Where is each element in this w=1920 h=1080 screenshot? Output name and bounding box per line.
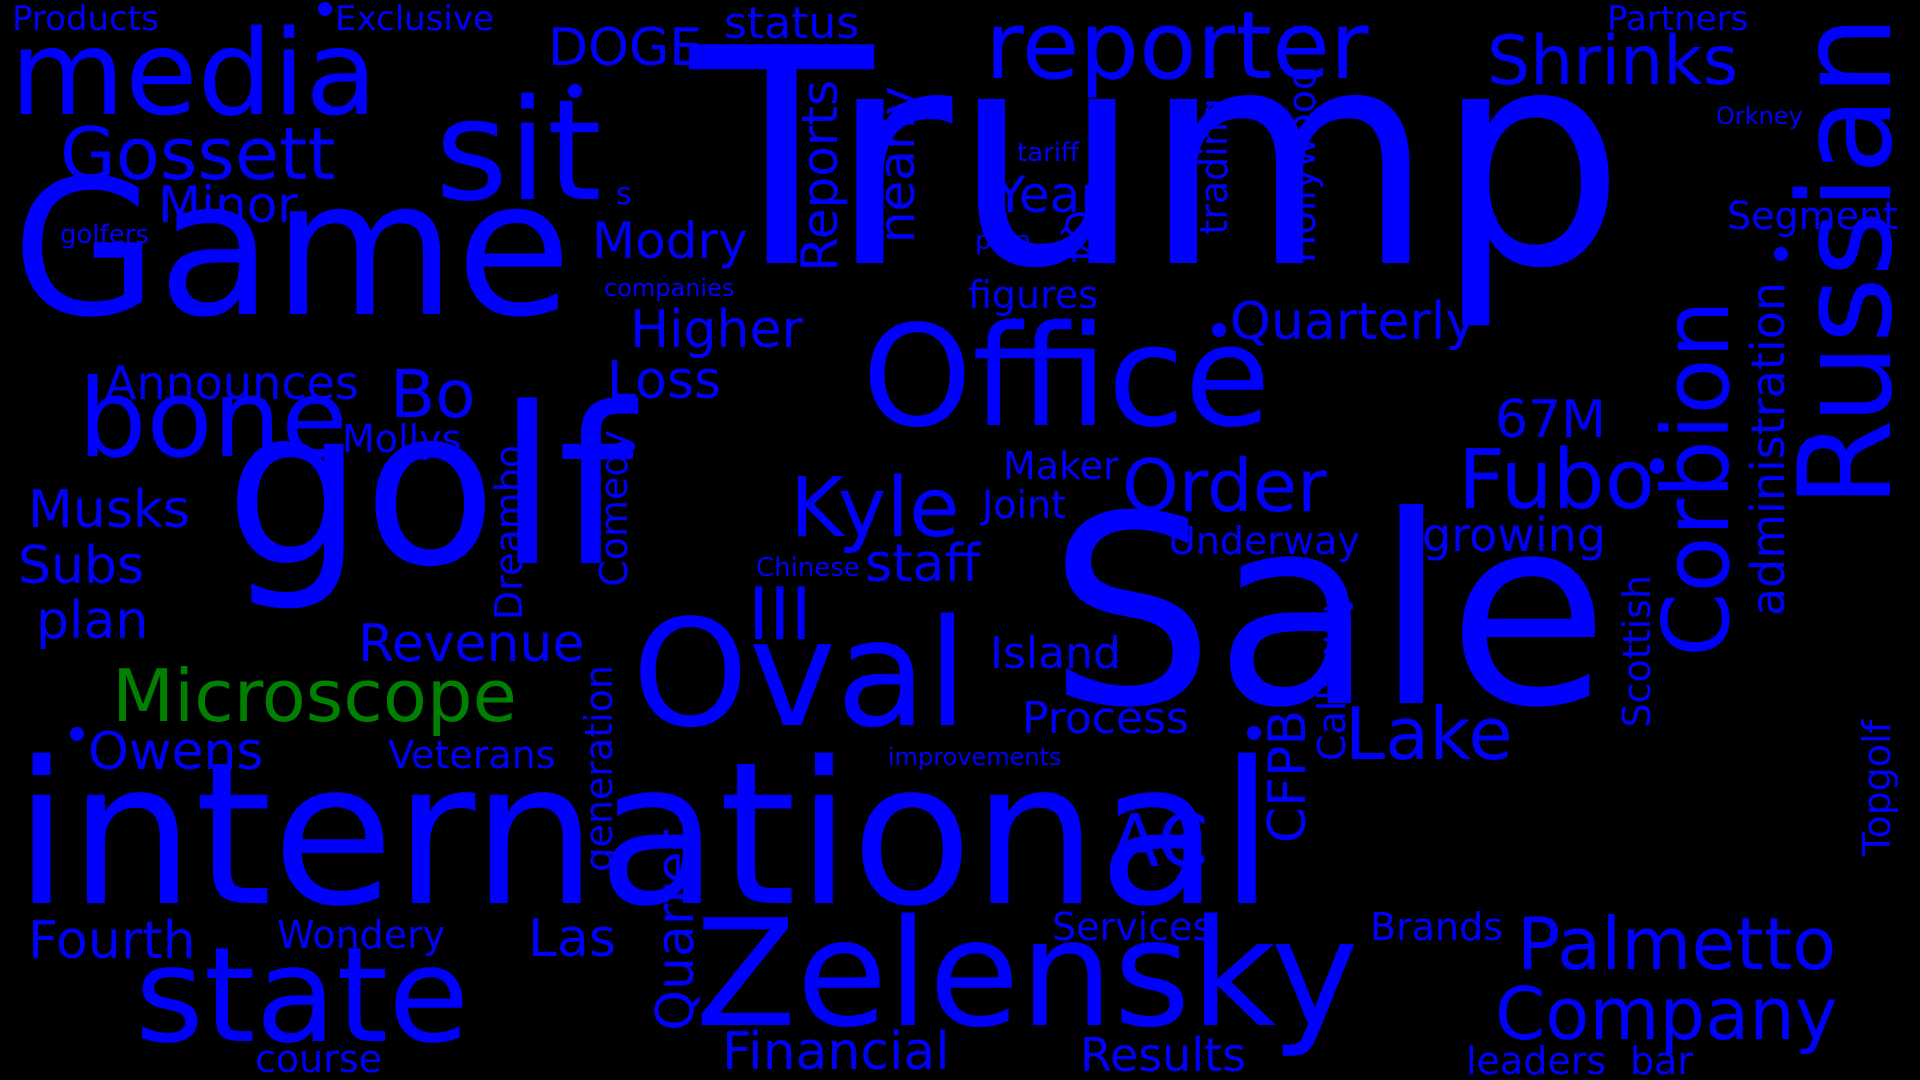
word-year: Year — [995, 166, 1101, 224]
word-ac: AC — [1110, 799, 1209, 883]
word-maker: Maker — [1003, 444, 1119, 488]
word-figures: figures — [968, 273, 1099, 317]
word-palmetto: Palmetto — [1517, 902, 1837, 986]
dot-marker — [1247, 726, 1261, 740]
word-s: s — [616, 177, 632, 212]
word-trump: Trump — [690, 0, 1626, 334]
word-staff: staff — [865, 534, 981, 594]
word-financial: Financial — [722, 1022, 950, 1080]
word-products: Products — [12, 0, 159, 39]
word-iii: III — [748, 572, 812, 656]
word-improvements: improvements — [888, 743, 1062, 771]
word-process: Process — [1022, 693, 1189, 744]
word-plan: plan — [36, 591, 149, 651]
word-international: international — [14, 719, 1275, 950]
word-game: Game — [12, 140, 572, 359]
word-loss: Loss — [607, 351, 722, 411]
word-trading: trading — [1192, 98, 1236, 235]
word-island: Island — [990, 628, 1121, 679]
word-doge: DOGE — [548, 18, 703, 78]
word-joint: Joint — [982, 483, 1066, 527]
word-media: media — [10, 4, 378, 142]
word-golf: golf — [225, 362, 635, 615]
word-reports: Reports — [791, 80, 849, 272]
word-tariff: tariff — [1017, 138, 1079, 168]
word-owens: Owens — [88, 722, 264, 782]
word-lake: Lake — [1345, 692, 1513, 776]
word-course: course — [255, 1037, 383, 1080]
dot-marker — [318, 2, 332, 16]
word-golfers: golfers — [60, 220, 150, 250]
word-revenue: Revenue — [358, 614, 585, 674]
word-gossett: Gossett — [60, 112, 336, 196]
word-veterans: Veterans — [388, 733, 556, 777]
word-oval: Oval — [632, 588, 968, 760]
word-shrinks: Shrinks — [1487, 22, 1739, 101]
word-announces: Announces — [105, 356, 359, 410]
word-topgolf: Topgolf — [1855, 720, 1899, 856]
word-dreambo: Dreambo — [487, 445, 531, 621]
word-higher: Higher — [630, 300, 803, 360]
word-corbion: Corbion — [1643, 300, 1750, 657]
word-67m: 67M — [1495, 390, 1607, 450]
word-hollywood: Hollywood — [1280, 66, 1324, 264]
word-office: Office — [862, 296, 1271, 459]
word-reporter: reporter — [985, 0, 1369, 101]
word-russian: Russian — [1772, 15, 1920, 508]
word-administration: administration — [1741, 282, 1795, 617]
word-wondery: Wondery — [277, 913, 446, 957]
word-nearly: nearly — [868, 86, 926, 244]
word-status: status — [724, 0, 860, 49]
word-pain: pain — [975, 226, 1032, 256]
word-mollys: Mollys — [342, 417, 462, 461]
word-microscope: Microscope — [112, 654, 517, 738]
word-fubo: Fubo — [1458, 433, 1655, 528]
word-sale: Sale — [1048, 460, 1609, 765]
word-chinese: Chinese — [756, 553, 860, 583]
word-sit: sit — [435, 70, 602, 233]
word-partners: Partners — [1607, 0, 1749, 39]
word-fourth: Fourth — [28, 911, 196, 971]
word-growing: growing — [1422, 508, 1606, 562]
word-q4: Q4 — [1057, 210, 1101, 265]
word-subs: Subs — [18, 536, 145, 596]
word-state: state — [135, 919, 470, 1073]
word-minor: Minor — [158, 176, 298, 234]
word-las: Las — [528, 909, 616, 969]
word-company: Company — [1495, 972, 1838, 1056]
word-results: Results — [1080, 1028, 1247, 1080]
word-services: Services — [1052, 905, 1213, 949]
dot-marker — [568, 84, 582, 98]
word-modry: Modry — [592, 212, 748, 270]
word-bone: bone — [78, 357, 348, 482]
word-scottish: Scottish — [1615, 575, 1659, 728]
word-leaders: leaders — [1466, 1039, 1607, 1080]
dot-marker — [70, 727, 84, 741]
word-bo: Bo — [390, 356, 476, 433]
word-bar: bar — [1630, 1039, 1694, 1080]
dot-marker — [1650, 458, 1664, 472]
dot-marker — [1212, 323, 1226, 337]
dot-marker — [1774, 247, 1788, 261]
word-order: Order — [1122, 444, 1327, 528]
word-musks: Musks — [28, 480, 191, 540]
word-underway: Underway — [1168, 519, 1360, 563]
word-brands: Brands — [1370, 905, 1503, 949]
word-zelensky: Zelensky — [695, 888, 1359, 1060]
word-orkney: Orkney — [1716, 102, 1803, 130]
word-segment: Segment — [1727, 194, 1898, 238]
word-quarterly: Quarterly — [1230, 292, 1477, 352]
word-exclusive: Exclusive — [335, 0, 494, 39]
word-kyle: Kyle — [790, 461, 960, 556]
word-companies: companies — [604, 274, 735, 302]
